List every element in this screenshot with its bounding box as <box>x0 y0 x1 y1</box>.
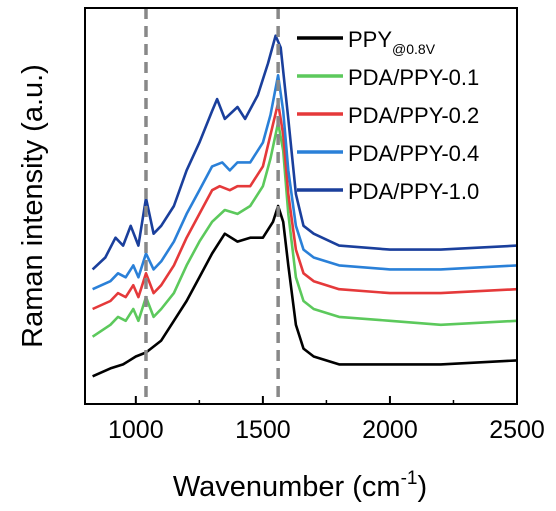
series-line-pda-ppy-1-0 <box>91 34 518 271</box>
legend-label: PDA/PPY-0.1 <box>348 65 479 90</box>
y-axis-label: Raman intensity (a.u.) <box>17 64 49 348</box>
x-tick-label: 2000 <box>362 416 418 444</box>
series-layer <box>91 34 518 378</box>
plot-frame <box>84 7 518 405</box>
legend-label: PDA/PPY-0.4 <box>348 141 479 166</box>
legend-label: PDA/PPY-1.0 <box>348 179 479 204</box>
x-tick-label: 2500 <box>489 416 545 444</box>
series-line-pda-ppy-0-2 <box>92 101 518 311</box>
x-axis-label-close: ) <box>418 471 428 503</box>
legend: PPY@0.8V PDA/PPY-0.1 PDA/PPY-0.2 PDA/PPY-0.… <box>297 27 479 204</box>
x-tick-label: 1000 <box>108 416 164 444</box>
series-line-pda-ppy-0-1 <box>91 121 518 338</box>
x-ticks: 1000 1500 2000 2500 <box>108 396 545 444</box>
series-line-pda-ppy-0-4 <box>92 74 518 291</box>
legend-label-subscript: @0.8V <box>392 41 436 57</box>
legend-item: PDA/PPY-0.2 <box>297 103 479 128</box>
x-axis-label-text: Wavenumber (cm <box>173 471 401 503</box>
x-tick-label: 1500 <box>235 416 291 444</box>
legend-item: PDA/PPY-0.4 <box>297 141 479 166</box>
legend-label: PPY@0.8V <box>348 27 436 57</box>
reference-lines <box>144 8 280 404</box>
legend-item: PDA/PPY-0.1 <box>297 65 479 90</box>
legend-label: PDA/PPY-0.2 <box>348 103 479 128</box>
x-axis-label: Wavenumber (cm-1) <box>173 468 427 503</box>
legend-item: PPY@0.8V <box>297 27 436 57</box>
x-axis-label-superscript: -1 <box>401 468 418 489</box>
legend-item: PDA/PPY-1.0 <box>297 179 479 204</box>
